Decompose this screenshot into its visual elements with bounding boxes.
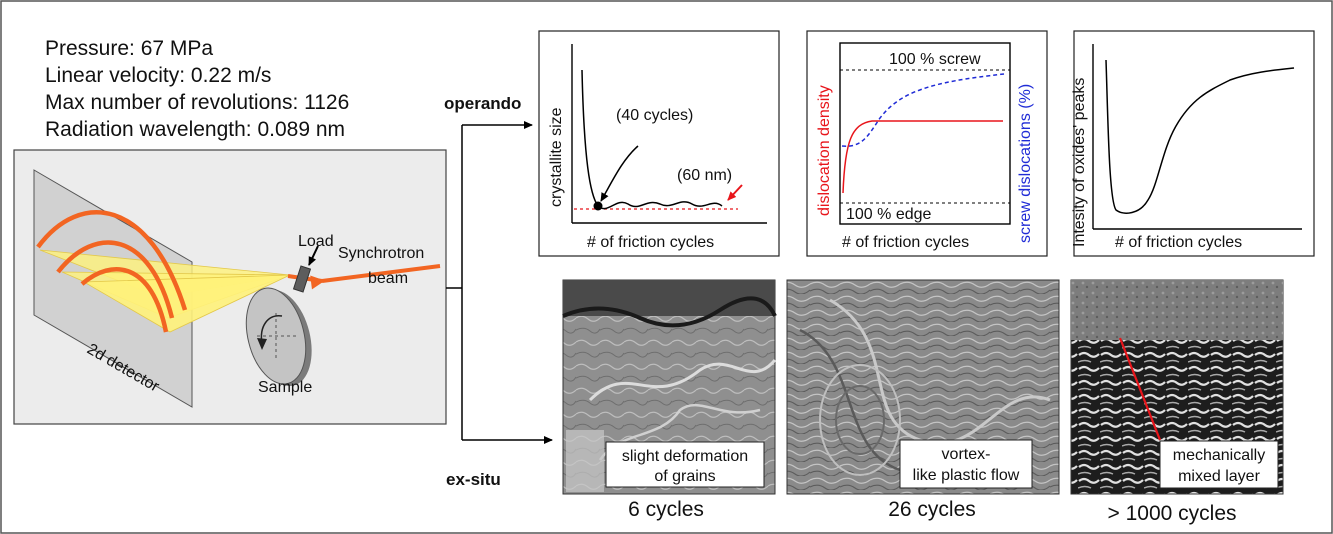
caption-box — [605, 441, 765, 488]
screw-level-label: 100 % screw — [889, 51, 981, 68]
x-axis-label: # of friction cycles — [842, 234, 969, 251]
cycle-count-label: > 1000 cycles — [1108, 502, 1237, 525]
oxide-intensity-curve — [1105, 59, 1295, 214]
caption-box — [1159, 440, 1279, 489]
micrograph-6-cycles: slight deformation of grains 6 cycles — [562, 279, 777, 521]
ex-situ-label: ex-situ — [446, 470, 501, 489]
routing-arrows: operando ex-situ — [444, 94, 553, 489]
screw-dislocations-curve — [841, 73, 1005, 147]
rotation-arrowhead-icon — [257, 338, 267, 350]
sem-vortex — [819, 364, 901, 476]
load-pin — [292, 265, 312, 293]
plot-frame — [806, 30, 1048, 257]
diffraction-ring — [36, 210, 188, 311]
size-annotation: (60 nm) — [677, 167, 732, 184]
sem-edge — [562, 296, 777, 328]
plot-axes-box — [839, 42, 1011, 225]
cycle-count-label: 26 cycles — [888, 498, 976, 521]
diffraction-fan — [82, 274, 291, 333]
micrograph-1000-cycles: mechanically mixed layer > 1000 cycles — [1070, 279, 1284, 525]
caption-line: like plastic flow — [913, 467, 1020, 484]
cycles-pointer — [600, 145, 639, 202]
screw-axis-label: screw dislocations (%) — [1017, 84, 1034, 243]
operando-label: operando — [444, 94, 521, 113]
plot-dislocations: 100 % screw 100 % edge dislocation densi… — [806, 30, 1048, 257]
parameters-block: Pressure: 67 MPa Linear velocity: 0.22 m… — [45, 37, 349, 141]
load-label: Load — [298, 233, 334, 250]
beam-label: Synchrotron — [338, 245, 424, 262]
density-axis-label: dislocation density — [816, 85, 833, 216]
y-axis-label: crystallite size — [548, 107, 565, 207]
beam-label-2: beam — [368, 270, 408, 287]
x-axis-label: # of friction cycles — [1115, 234, 1242, 251]
caption-line: mixed layer — [1178, 468, 1260, 485]
dislocation-density-curve — [842, 120, 1003, 194]
sem-flow-line — [799, 328, 901, 472]
caption-line: slight deformation — [622, 448, 748, 465]
load-arrow — [308, 245, 319, 266]
size-pointer — [727, 184, 743, 201]
edge-level-label: 100 % edge — [846, 206, 932, 223]
plot-oxide-peaks: Intesity of oxides' peaks # of friction … — [1071, 30, 1315, 257]
diffraction-ring — [80, 267, 169, 333]
sem-vortex — [835, 385, 885, 455]
revolutions-text: Max number of revolutions: 1126 — [45, 91, 349, 114]
mixed-layer-line — [1118, 337, 1162, 441]
cycle-count-label: 6 cycles — [628, 498, 704, 521]
crystallite-curve — [581, 69, 723, 210]
caption-line: vortex- — [942, 446, 991, 463]
sem-mixed-layer-top — [1071, 280, 1283, 340]
diffraction-ring — [56, 240, 175, 319]
caption-line: of grains — [654, 468, 715, 485]
synchrotron-beam-arrow — [310, 264, 441, 290]
sem-flake — [566, 430, 604, 492]
micrograph-26-cycles: vortex- like plastic flow 26 cycles — [786, 279, 1060, 521]
pressure-text: Pressure: 67 MPa — [45, 37, 213, 60]
plot-frame — [1073, 30, 1315, 257]
wavelength-text: Radiation wavelength: 0.089 nm — [45, 118, 345, 141]
minimum-marker — [593, 201, 603, 211]
x-axis-label: # of friction cycles — [587, 234, 714, 251]
y-axis-label: Intesity of oxides' peaks — [1071, 78, 1088, 247]
velocity-text: Linear velocity: 0.22 m/s — [45, 64, 271, 87]
cycles-annotation: (40 cycles) — [616, 107, 693, 124]
setup-schematic: Load Synchrotron beam 2d detector Sample — [13, 149, 447, 425]
caption-line: mechanically — [1173, 447, 1265, 464]
plot-crystallite-size: crystallite size # of friction cycles (4… — [538, 30, 780, 257]
sample-label: Sample — [258, 379, 312, 396]
plot-frame — [538, 30, 780, 257]
caption-box — [899, 439, 1033, 489]
sem-flake — [588, 359, 777, 402]
